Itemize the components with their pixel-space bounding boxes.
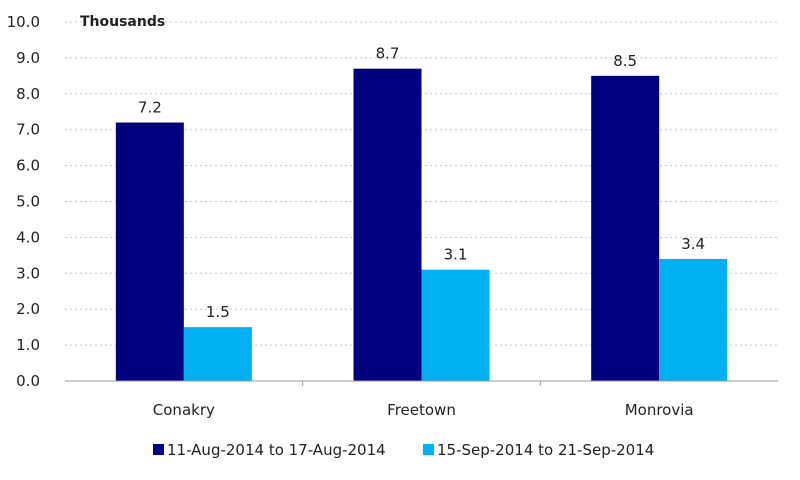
- y-tick-label: 1.0: [16, 336, 40, 354]
- bar-series-2: [183, 327, 252, 381]
- y-tick-label: 8.0: [16, 85, 40, 103]
- y-tick-label: 4.0: [16, 228, 40, 246]
- data-label: 3.1: [444, 246, 468, 264]
- category-label: Monrovia: [625, 401, 694, 419]
- y-axis-unit-label: Thousands: [80, 14, 165, 30]
- legend-swatch: [153, 444, 164, 455]
- data-label: 7.2: [138, 99, 162, 117]
- bar-series-2: [659, 258, 728, 381]
- bars: [115, 68, 728, 382]
- y-tick-label: 0.0: [16, 372, 40, 390]
- category-labels: Conakry Freetown Monrovia: [153, 381, 694, 419]
- y-tick-label: 9.0: [16, 49, 40, 67]
- bar-series-1: [353, 68, 422, 382]
- y-tick-label: 7.0: [16, 121, 40, 139]
- data-labels: 7.2 1.5 8.7 3.1 8.5 3.4: [138, 45, 705, 321]
- y-tick-label: 3.0: [16, 264, 40, 282]
- bar-series-1: [591, 75, 660, 381]
- legend: 11-Aug-2014 to 17-Aug-2014 15-Sep-2014 to…: [153, 441, 654, 459]
- y-axis-ticks: 0.0 1.0 2.0 3.0 4.0 5.0 6.0 7.0 8.0 9.0 10.0: [7, 13, 40, 390]
- data-label: 8.5: [613, 52, 637, 70]
- y-tick-label: 10.0: [7, 13, 40, 31]
- bar-series-2: [421, 269, 490, 381]
- data-label: 8.7: [376, 45, 400, 63]
- legend-swatch: [423, 444, 434, 455]
- legend-label: 11-Aug-2014 to 17-Aug-2014: [167, 441, 386, 459]
- y-tick-label: 6.0: [16, 157, 40, 175]
- y-tick-label: 2.0: [16, 300, 40, 318]
- legend-label: 15-Sep-2014 to 21-Sep-2014: [437, 441, 654, 459]
- data-label: 1.5: [206, 303, 230, 321]
- category-label: Freetown: [387, 401, 456, 419]
- data-label: 3.4: [681, 235, 705, 253]
- y-tick-label: 5.0: [16, 193, 40, 211]
- bar-series-1: [115, 122, 184, 382]
- category-label: Conakry: [153, 401, 215, 419]
